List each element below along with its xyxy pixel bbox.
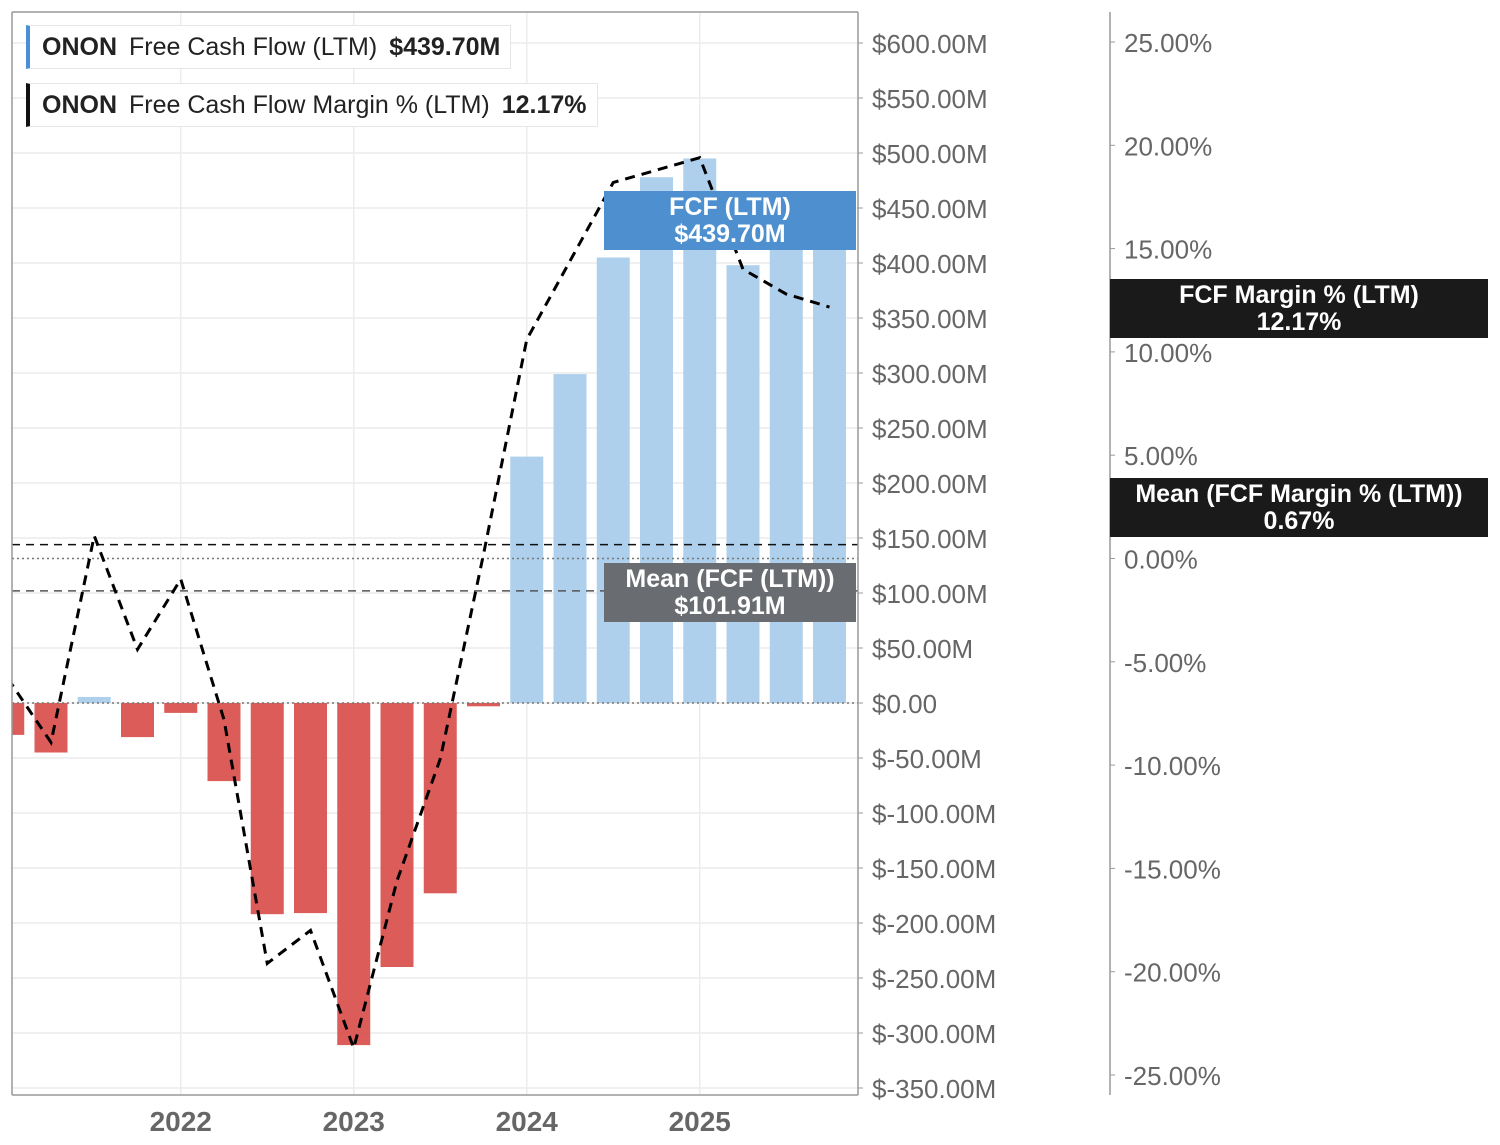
fcf-bar (510, 456, 544, 703)
x-axis-year-label: 2024 (496, 1106, 559, 1137)
mean-fcf-tag-value: $101.91M (674, 591, 786, 620)
left-axis-tick-label: $50.00M (872, 634, 973, 664)
right-axis-tick-label: -5.00% (1124, 648, 1206, 678)
mean-margin-tag: Mean (FCF Margin % (LTM)) 0.67% (1110, 478, 1488, 537)
fcf-bar (294, 703, 327, 914)
right-axis-tick-label: 10.00% (1124, 338, 1212, 368)
left-axis-tick-label: $-200.00M (872, 909, 996, 939)
right-axis-tick-label: -20.00% (1124, 958, 1221, 988)
left-axis-tick-label: $150.00M (872, 524, 988, 554)
fcf-bar (769, 216, 803, 704)
margin-tag-value: 12.17% (1256, 307, 1342, 336)
right-axis-tick-label: 20.00% (1124, 131, 1212, 161)
right-axis-tick-label: 0.00% (1124, 545, 1198, 575)
right-axis-tick-label: 25.00% (1124, 28, 1212, 58)
left-axis-tick-label: $-300.00M (872, 1019, 996, 1049)
fcf-tag-title: FCF (LTM) (669, 192, 791, 221)
left-axis-tick-label: $200.00M (872, 469, 988, 499)
legend-item-fcf-margin[interactable]: ONON Free Cash Flow Margin % (LTM) 12.17… (26, 83, 598, 127)
margin-current-tag: FCF Margin % (LTM) 12.17% (1110, 279, 1488, 338)
right-axis-tick-label: -10.00% (1124, 751, 1221, 781)
left-axis-tick-label: $550.00M (872, 84, 988, 114)
left-axis-tick-label: $-150.00M (872, 854, 996, 884)
mean-fcf-tag: Mean (FCF (LTM)) $101.91M (604, 563, 856, 622)
x-axis-year-label: 2023 (323, 1106, 385, 1137)
fcf-bar (553, 374, 587, 703)
fcf-bar (12, 703, 25, 735)
fcf-bar (596, 257, 630, 703)
legend-item-fcf[interactable]: ONON Free Cash Flow (LTM) $439.70M (26, 25, 512, 69)
left-axis-tick-label: $100.00M (872, 579, 988, 609)
fcf-bar (250, 703, 284, 915)
left-axis-tick-label: $400.00M (872, 249, 988, 279)
fcf-tag-value: $439.70M (674, 219, 786, 248)
fcf-current-tag: FCF (LTM) $439.70M (604, 191, 856, 250)
fcf-bar (77, 696, 111, 703)
legend-value: 12.17% (501, 90, 587, 119)
left-axis-tick-label: $-350.00M (872, 1074, 996, 1104)
mean-fcf-tag-title: Mean (FCF (LTM)) (625, 564, 835, 593)
fcf-bar (813, 219, 846, 703)
legend-ticker: ONON (42, 32, 117, 61)
left-axis-tick-label: $250.00M (872, 414, 988, 444)
fcf-margin-line (12, 155, 830, 1054)
right-axis-tick-label: 5.00% (1124, 441, 1198, 471)
fcf-bar (640, 177, 673, 703)
mean-margin-tag-value: 0.67% (1263, 506, 1335, 535)
x-axis-year-label: 2025 (669, 1106, 731, 1137)
fcf-bar (337, 703, 371, 1046)
legend-value: $439.70M (389, 32, 501, 61)
margin-tag-title: FCF Margin % (LTM) (1179, 280, 1419, 309)
right-axis-tick-label: -15.00% (1124, 854, 1221, 884)
fcf-bar (423, 703, 457, 894)
mean-margin-tag-title: Mean (FCF Margin % (LTM)) (1135, 479, 1463, 508)
left-axis-tick-label: $0.00 (872, 689, 937, 719)
left-axis-tick-label: $450.00M (872, 194, 988, 224)
fcf-bar (726, 265, 760, 703)
fcf-bar (164, 703, 198, 713)
legend-ticker: ONON (42, 90, 117, 119)
left-axis-tick-label: $600.00M (872, 29, 988, 59)
legend-name: Free Cash Flow (LTM) (129, 32, 378, 61)
fcf-bar (467, 703, 500, 707)
left-axis-tick-label: $500.00M (872, 139, 988, 169)
right-axis-tick-label: -25.00% (1124, 1061, 1221, 1091)
fcf-bar (121, 703, 154, 738)
right-axis-tick-label: 15.00% (1124, 235, 1212, 265)
legend-name: Free Cash Flow Margin % (LTM) (129, 90, 490, 119)
left-axis-tick-label: $-50.00M (872, 744, 982, 774)
left-axis-tick-label: $-250.00M (872, 964, 996, 994)
left-axis-tick-label: $300.00M (872, 359, 988, 389)
left-axis-tick-label: $350.00M (872, 304, 988, 334)
left-axis-tick-label: $-100.00M (872, 799, 996, 829)
x-axis-year-label: 2022 (150, 1106, 212, 1137)
